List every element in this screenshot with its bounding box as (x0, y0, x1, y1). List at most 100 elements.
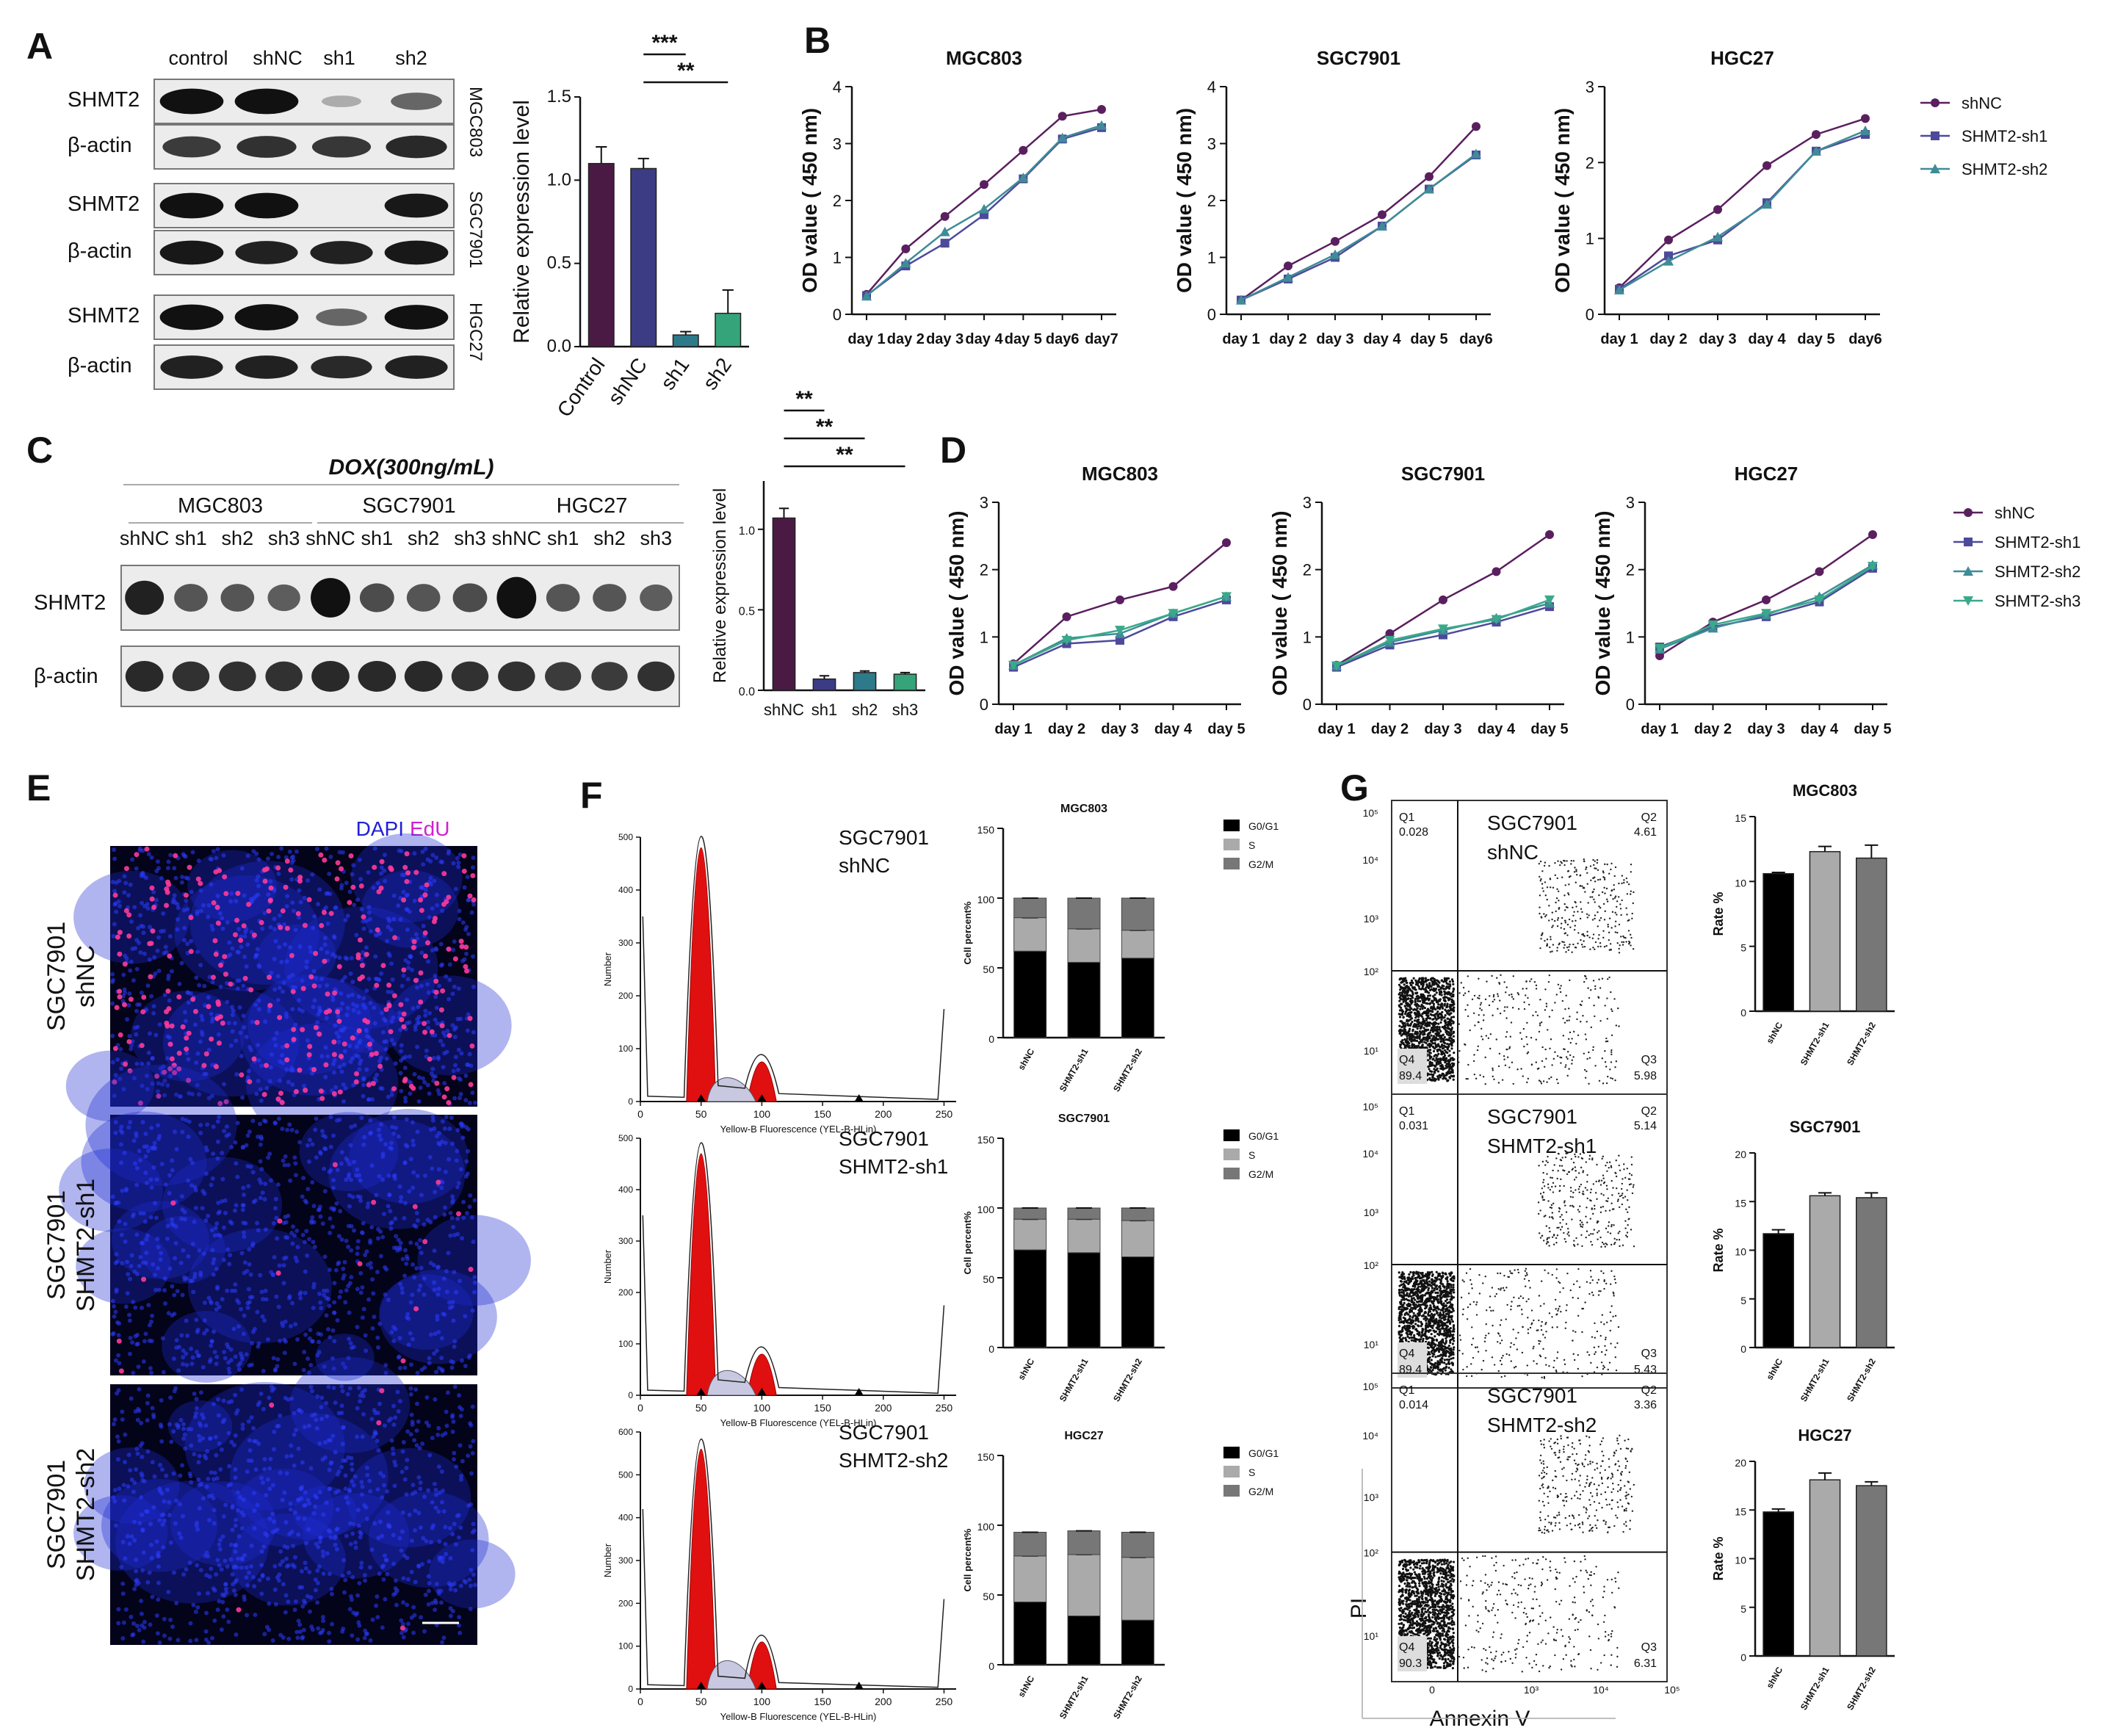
dapi-nucleus (443, 1169, 448, 1174)
edu-nucleus (431, 919, 437, 925)
dapi-nucleus (185, 1333, 190, 1338)
lane-label-sh3: sh3 (454, 527, 486, 549)
blot-band (391, 93, 442, 110)
dapi-nucleus (449, 1359, 454, 1364)
legend-dapi: DAPI (356, 817, 404, 840)
dapi-nucleus (447, 1525, 452, 1530)
dapi-nucleus (155, 1631, 160, 1636)
dapi-nucleus (472, 1583, 477, 1588)
dapi-nucleus (434, 1005, 439, 1010)
event-dot (1430, 1073, 1433, 1076)
dapi-nucleus (235, 1174, 240, 1179)
event-dot (1399, 1044, 1402, 1046)
edu-nucleus (176, 994, 182, 1000)
dapi-nucleus (170, 1284, 175, 1289)
chart-title: HGC27 (1735, 463, 1798, 485)
dapi-nucleus (156, 1564, 161, 1569)
category-label: SHMT2-sh1 (1058, 1046, 1091, 1093)
dapi-nucleus (341, 1361, 346, 1367)
dapi-nucleus (430, 1500, 435, 1505)
dapi-nucleus (358, 1290, 364, 1295)
dapi-nucleus (398, 1027, 403, 1032)
y-tick-label: 0.0 (739, 686, 755, 698)
dapi-nucleus (132, 1161, 137, 1166)
event-dot (1436, 1070, 1440, 1073)
event-dot (1447, 1060, 1450, 1063)
dapi-nucleus (410, 1292, 415, 1298)
dapi-nucleus (173, 875, 178, 880)
dapi-nucleus (282, 1337, 287, 1342)
edu-nucleus (266, 908, 272, 914)
dapi-nucleus (423, 1013, 428, 1018)
dapi-nucleus (458, 1016, 463, 1021)
dapi-nucleus (421, 924, 426, 929)
x-tick-label: day 3 (926, 331, 964, 347)
dapi-nucleus (174, 1600, 179, 1605)
dapi-nucleus (166, 1311, 171, 1316)
category-label: SHMT2-sh2 (1111, 1356, 1144, 1403)
y-tick-label: 2 (833, 192, 842, 210)
stacked-bar-G0/G1 (1067, 961, 1101, 1038)
nuclei-cluster (289, 1356, 411, 1453)
edu-nucleus (176, 1066, 182, 1072)
dapi-nucleus (420, 849, 425, 854)
blot-band (591, 662, 628, 691)
dapi-nucleus (233, 1282, 238, 1287)
dapi-nucleus (230, 1005, 235, 1010)
x-tick-label: day 2 (1371, 721, 1409, 737)
event-dot (1422, 1001, 1425, 1005)
dapi-nucleus (175, 927, 180, 932)
dapi-nucleus (289, 1396, 294, 1401)
edu-nucleus (184, 1046, 189, 1052)
x-axis-label: Yellow-B Fluorescence (YEL-B-HLin) (720, 1417, 877, 1428)
dapi-nucleus (368, 1131, 373, 1136)
dapi-nucleus (434, 947, 439, 952)
dapi-nucleus (454, 1158, 459, 1163)
nuclei-cluster (347, 1447, 471, 1548)
dapi-nucleus (263, 1119, 268, 1124)
dapi-nucleus (366, 910, 372, 915)
y-tick-label: 0 (1586, 305, 1594, 324)
dapi-nucleus (245, 1613, 250, 1618)
event-dot (1446, 1079, 1449, 1082)
event-dot (1427, 994, 1430, 997)
event-dot (1418, 978, 1421, 981)
y-axis-label: OD value ( 450 nm) (798, 108, 821, 293)
dapi-nucleus (131, 1212, 136, 1217)
blot-band (311, 136, 372, 158)
dapi-nucleus (112, 1303, 117, 1309)
dapi-nucleus (116, 1607, 121, 1612)
dapi-nucleus (292, 1607, 297, 1613)
dapi-nucleus (221, 1614, 226, 1619)
dapi-nucleus (321, 1288, 326, 1293)
edu-nucleus (375, 927, 380, 933)
event-dot (1447, 991, 1450, 994)
event-dot (1423, 1030, 1426, 1033)
dapi-nucleus (408, 1157, 413, 1162)
dapi-nucleus (142, 1619, 147, 1624)
event-dot (1415, 1008, 1418, 1011)
dapi-nucleus (159, 1467, 164, 1472)
dapi-nucleus (159, 875, 164, 880)
dapi-nucleus (177, 1094, 182, 1099)
dapi-nucleus (243, 930, 248, 935)
marker-square (940, 239, 950, 248)
dapi-nucleus (211, 1124, 216, 1129)
dapi-nucleus (310, 1215, 315, 1220)
dapi-nucleus (325, 1414, 330, 1419)
dapi-nucleus (416, 1511, 422, 1516)
dapi-nucleus (173, 1386, 178, 1391)
dapi-nucleus (254, 1091, 259, 1096)
dapi-nucleus (296, 1516, 301, 1521)
edu-nucleus (209, 1036, 214, 1042)
dapi-nucleus (409, 1569, 414, 1574)
dapi-nucleus (123, 1556, 128, 1561)
dapi-nucleus (296, 1408, 301, 1413)
dapi-nucleus (207, 974, 212, 980)
dapi-nucleus (212, 1588, 217, 1593)
dapi-nucleus (368, 1118, 373, 1123)
dapi-nucleus (359, 1115, 364, 1121)
dapi-nucleus (113, 1260, 118, 1265)
edu-nucleus (321, 910, 327, 916)
edu-nucleus (188, 949, 194, 955)
